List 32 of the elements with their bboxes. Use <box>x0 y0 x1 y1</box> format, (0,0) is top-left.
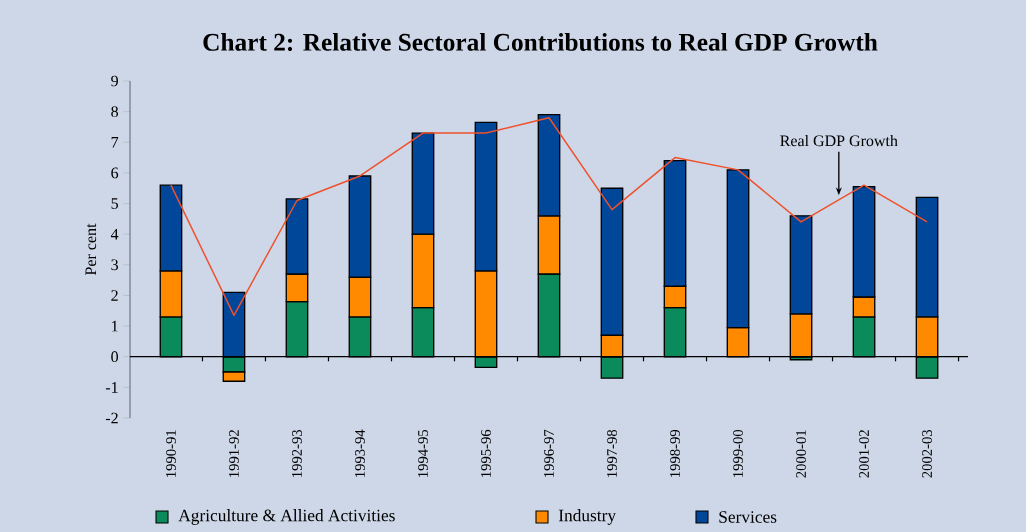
x-tick-label: 1990-91 <box>166 430 176 477</box>
x-tick-label: 1996-97 <box>544 429 554 477</box>
y-tick-label: -2 <box>105 412 118 424</box>
y-tick-label: 9 <box>111 75 118 87</box>
annotation: Real GDP Growth <box>780 134 898 147</box>
x-tick-label: 1991-92 <box>229 430 239 477</box>
y-tick-label: 4 <box>110 228 119 240</box>
y-tick-label: 8 <box>111 106 119 118</box>
legend-label: Services <box>719 511 777 523</box>
x-tick-label: 1994-95 <box>418 429 428 477</box>
y-tick-label: 1 <box>112 320 118 332</box>
x-tick-label: 2002-03 <box>922 429 932 478</box>
x-tick-label: 2000-01 <box>796 430 806 478</box>
x-tick-label: 1992-93 <box>292 429 302 477</box>
y-tick-label: 2 <box>111 290 118 301</box>
y-tick-label: 7 <box>111 137 119 148</box>
x-tick-label: 1997-98 <box>607 429 617 477</box>
x-tick-label: 2001-02 <box>859 430 869 478</box>
y-tick-label: 3 <box>111 259 119 271</box>
x-tick-label: 1998-99 <box>670 429 680 477</box>
line-series <box>170 117 928 317</box>
y-tick-label: 6 <box>111 167 119 179</box>
y-tick-label: 5 <box>111 198 119 209</box>
x-tick-label: 1999-00 <box>733 429 743 477</box>
y-axis-title: Per cent <box>85 223 97 276</box>
legend-label: Industry <box>558 509 616 525</box>
chart-title: Chart 2: Relative Sectoral Contributions to Real GDP Growth <box>203 33 878 51</box>
x-tick-label: 1995-96 <box>481 429 491 477</box>
legend-label: Agriculture & Allied Activities <box>178 509 395 525</box>
y-tick-label: -1 <box>105 382 118 393</box>
y-tick-label: 0 <box>111 351 119 363</box>
x-tick-label: 1993-94 <box>355 429 365 477</box>
